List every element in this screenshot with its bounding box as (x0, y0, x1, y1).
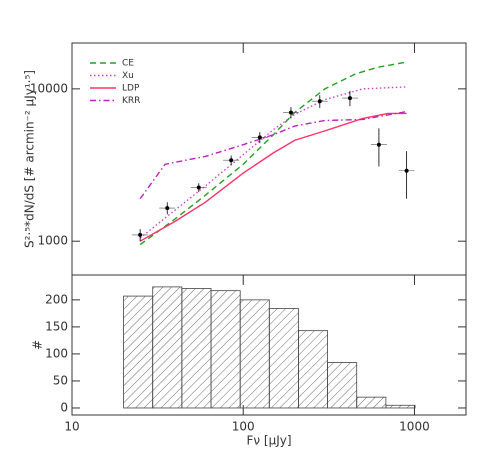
x-axis-label: Fν [μJy] (246, 434, 291, 448)
histogram-bar (268, 308, 299, 409)
y-tick-label: 50 (53, 373, 68, 387)
data-point (138, 232, 143, 237)
histogram-bar (181, 288, 212, 409)
bottom-frame (71, 274, 467, 416)
x-tick-label: 100 (232, 420, 255, 434)
x-tick-label: 1000 (399, 420, 430, 434)
series-line (139, 110, 407, 200)
histogram-bar (385, 404, 416, 409)
data-point (165, 206, 170, 211)
legend-label: Xu (122, 71, 134, 81)
x-tick-label: 10 (64, 420, 79, 434)
histogram-bar (210, 290, 241, 409)
data-point (317, 99, 322, 104)
y-tick-label: 150 (45, 319, 68, 333)
y-tick-label: 200 (45, 292, 68, 306)
histogram-bar (152, 286, 183, 409)
legend-label: CE (122, 59, 134, 69)
series-line (139, 86, 407, 239)
data-point (288, 110, 293, 115)
y-tick-label: 10000 (30, 81, 68, 95)
histogram-bar (327, 362, 358, 409)
y-tick-label: 0 (60, 400, 68, 414)
legend-label: KRR (122, 96, 140, 106)
series-line (139, 61, 407, 246)
data-point (404, 168, 409, 173)
series-line (139, 112, 407, 242)
y-tick-label: 1000 (37, 234, 68, 248)
histogram-bar (123, 295, 154, 409)
histogram-bar (298, 330, 329, 409)
data-point (257, 135, 262, 140)
y-axis-label: S²·⁵*dN/dS [# arcmin⁻² μJy¹·⁵] (23, 70, 37, 248)
legend-label: LDP (122, 84, 140, 94)
y-tick-label: 100 (45, 346, 68, 360)
histogram-bar (239, 299, 270, 409)
data-point (347, 96, 352, 101)
data-point (196, 185, 201, 190)
histogram-bar (356, 396, 387, 409)
data-point (229, 158, 234, 163)
y-axis-label: # (31, 340, 45, 350)
data-point (376, 142, 381, 147)
